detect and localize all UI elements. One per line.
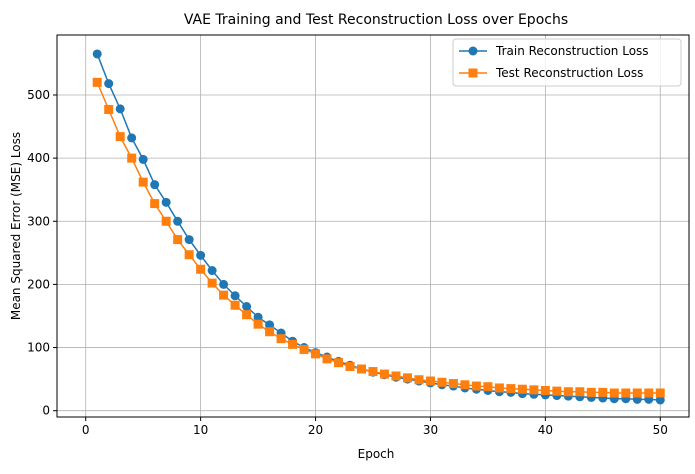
data-point-1: [288, 339, 298, 349]
data-point-1: [471, 381, 481, 391]
data-point-1: [322, 354, 332, 364]
x-tick-label: 10: [193, 423, 208, 437]
data-point-1: [345, 361, 355, 371]
data-point-1: [552, 386, 562, 396]
data-point-0: [184, 235, 194, 245]
x-tick-label: 50: [653, 423, 668, 437]
data-point-1: [655, 388, 665, 398]
data-point-1: [138, 177, 148, 187]
data-point-1: [644, 388, 654, 398]
data-point-1: [127, 153, 137, 163]
legend-label: Test Reconstruction Loss: [495, 66, 643, 80]
data-point-1: [230, 300, 240, 310]
x-tick-label: 40: [538, 423, 553, 437]
data-point-1: [276, 334, 286, 344]
data-point-1: [150, 199, 160, 209]
y-tick-label: 500: [27, 88, 50, 102]
y-tick-label: 200: [27, 277, 50, 291]
data-point-1: [253, 319, 263, 329]
plot-frame: [56, 34, 690, 418]
data-point-1: [368, 367, 378, 377]
y-tick-label: 300: [27, 214, 50, 228]
data-point-1: [161, 216, 171, 226]
data-point-0: [104, 79, 114, 89]
data-point-1: [575, 387, 585, 397]
chart-title: VAE Training and Test Reconstruction Los…: [184, 12, 568, 28]
data-point-0: [219, 279, 229, 289]
data-point-1: [92, 77, 102, 87]
data-point-0: [138, 154, 148, 164]
data-point-1: [460, 380, 470, 390]
data-point-1: [425, 376, 435, 386]
data-point-1: [609, 388, 619, 398]
data-point-0: [196, 250, 206, 260]
x-tick-label: 0: [82, 423, 90, 437]
data-point-1: [586, 387, 596, 397]
data-point-1: [483, 382, 493, 392]
data-point-1: [173, 235, 183, 245]
data-point-1: [494, 383, 504, 393]
legend-box: [452, 38, 682, 87]
data-point-1: [598, 387, 608, 397]
data-point-1: [506, 384, 516, 394]
data-point-1: [437, 377, 447, 387]
data-point-1: [299, 344, 309, 354]
data-point-0: [127, 133, 137, 143]
data-point-1: [517, 384, 527, 394]
data-point-0: [161, 197, 171, 207]
y-tick-label: 400: [27, 151, 50, 165]
data-point-1: [379, 369, 389, 379]
series-line-0: [96, 53, 661, 401]
y-tick-label: 0: [42, 404, 50, 418]
data-point-0: [242, 302, 252, 312]
legend-marker: [468, 46, 478, 56]
data-point-1: [529, 385, 539, 395]
data-point-1: [563, 387, 573, 397]
x-tick-label: 30: [423, 423, 438, 437]
data-point-1: [540, 385, 550, 395]
legend-marker: [468, 68, 478, 78]
legend-label: Train Reconstruction Loss: [495, 44, 649, 58]
data-point-0: [92, 49, 102, 59]
data-point-1: [184, 250, 194, 260]
data-point-0: [265, 320, 275, 330]
data-point-1: [632, 388, 642, 398]
data-point-1: [207, 278, 217, 288]
data-point-0: [150, 180, 160, 190]
data-point-1: [448, 379, 458, 389]
data-point-0: [253, 312, 263, 322]
data-point-0: [230, 291, 240, 301]
data-point-1: [334, 358, 344, 368]
data-point-1: [242, 310, 252, 320]
data-point-0: [207, 266, 217, 276]
data-point-1: [621, 388, 631, 398]
y-axis-label: Mean Squared Error (MSE) Loss: [9, 132, 23, 320]
data-point-1: [311, 349, 321, 359]
x-tick-label: 20: [308, 423, 323, 437]
data-point-0: [115, 104, 125, 114]
y-tick-label: 100: [27, 341, 50, 355]
data-point-1: [104, 105, 114, 115]
data-point-1: [402, 373, 412, 383]
data-point-0: [173, 216, 183, 226]
data-point-1: [265, 327, 275, 337]
data-point-1: [196, 264, 206, 274]
data-point-1: [414, 375, 424, 385]
data-point-1: [219, 290, 229, 300]
data-point-1: [391, 371, 401, 381]
data-point-1: [357, 364, 367, 374]
data-point-0: [655, 395, 665, 405]
data-point-1: [115, 132, 125, 142]
x-axis-label: Epoch: [358, 447, 395, 461]
